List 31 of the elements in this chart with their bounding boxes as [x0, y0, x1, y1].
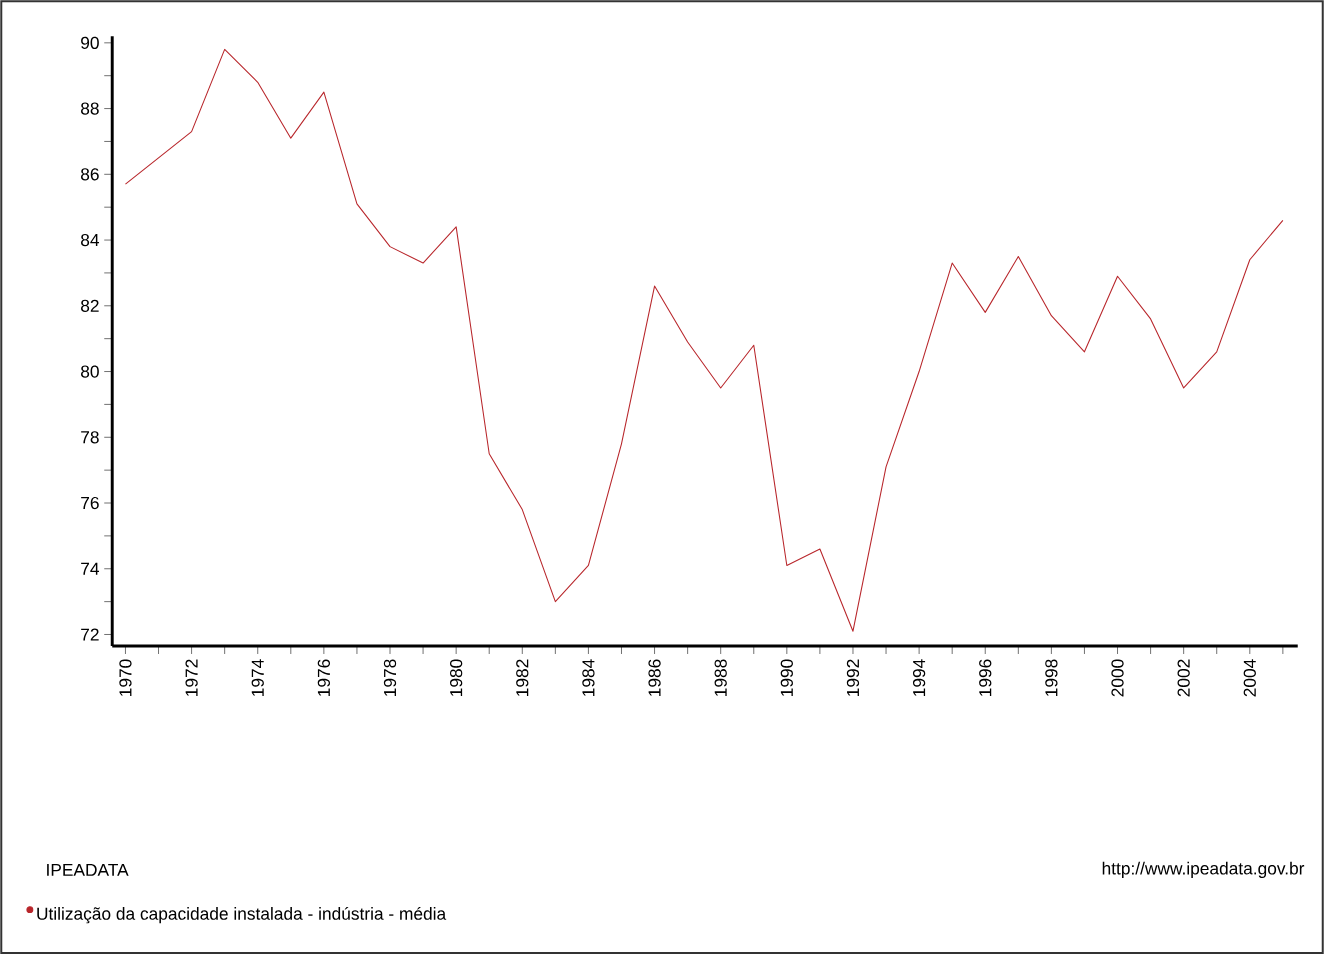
x-tick-label: 1982 [516, 659, 529, 696]
y-tick-label: 74 [81, 562, 100, 575]
y-tick-label: 84 [81, 233, 100, 247]
y-tick-label: 82 [81, 299, 99, 312]
x-tick-label: 1970 [119, 659, 132, 696]
y-tick-label: 86 [81, 168, 99, 181]
x-tick-label: 1986 [648, 659, 661, 696]
x-tick-label: 1994 [912, 659, 926, 696]
x-tick-label: 1992 [846, 659, 860, 696]
x-tick-label: 1998 [1045, 659, 1058, 696]
x-tick-label: 1978 [383, 659, 397, 696]
legend-label: Utilização da capacidade instalada - indústria - média [37, 906, 447, 924]
y-tick-label: 88 [81, 102, 99, 115]
x-tick-label: 1976 [317, 659, 330, 696]
y-tick-label: 80 [81, 365, 99, 378]
x-tick-label: 1974 [251, 659, 264, 696]
x-tick-label: 1984 [582, 659, 595, 696]
x-tick-label: 1996 [979, 659, 992, 696]
x-tick-label: 1980 [450, 659, 463, 696]
text: http://www.ipeadata.gov.br [1102, 861, 1305, 878]
y-tick-label: 90 [81, 36, 99, 49]
x-tick-label: 1972 [185, 659, 198, 696]
y-tick-label: 78 [81, 431, 99, 444]
x-tick-label: 1988 [714, 659, 727, 696]
y-tick-label: 72 [81, 628, 99, 641]
text: IPEADATA [47, 863, 129, 876]
x-tick-label: 2002 [1177, 659, 1190, 697]
y-tick-label: 76 [81, 496, 99, 510]
x-tick-label: 2000 [1111, 659, 1124, 697]
x-tick-label: 1990 [780, 659, 793, 696]
x-tick-label: 2004 [1243, 659, 1256, 697]
